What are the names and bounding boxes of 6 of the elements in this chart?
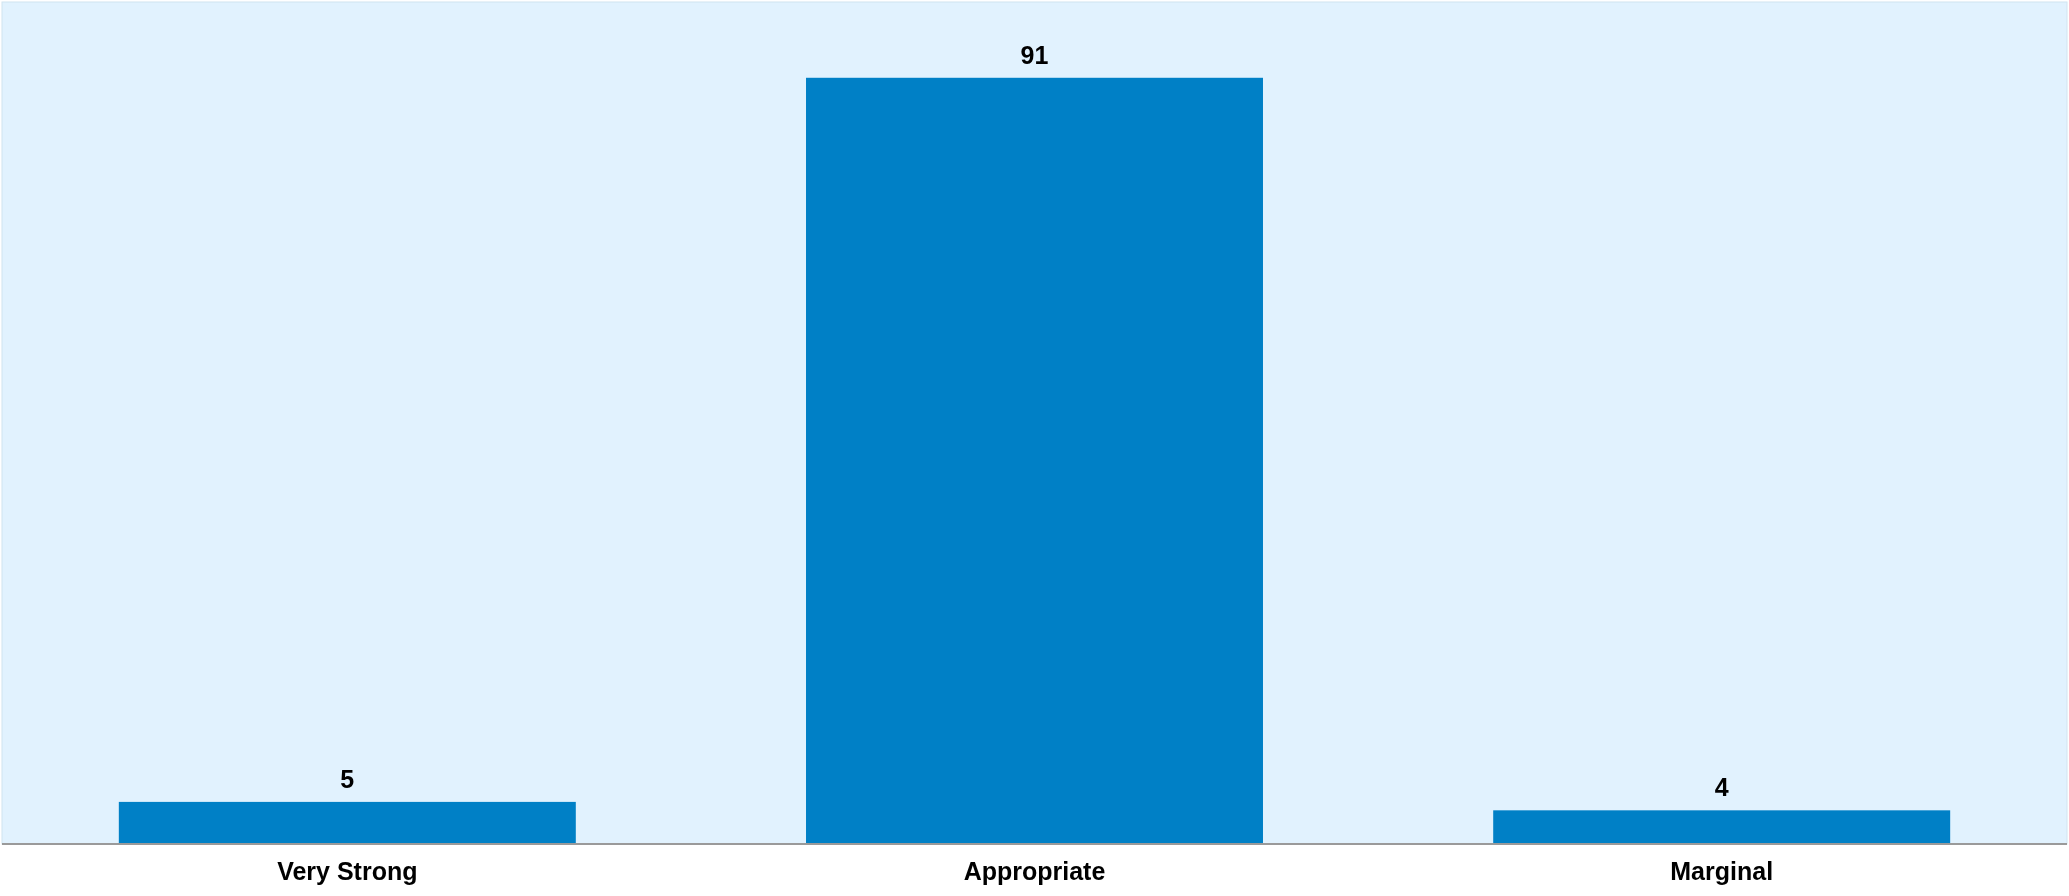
x-tick-label: Marginal [1670, 857, 1774, 885]
x-tick-label: Very Strong [277, 857, 418, 885]
x-tick-label: Appropriate [963, 857, 1106, 885]
data-label: 5 [340, 764, 355, 793]
data-label: 4 [1714, 773, 1729, 802]
data-label: 91 [1020, 40, 1049, 69]
